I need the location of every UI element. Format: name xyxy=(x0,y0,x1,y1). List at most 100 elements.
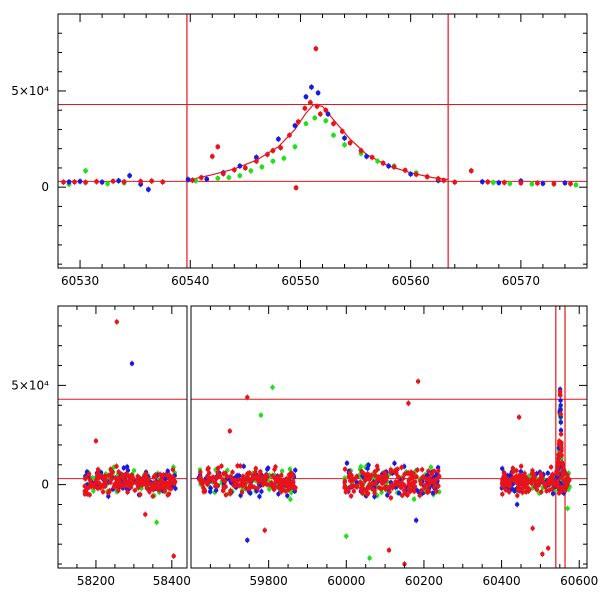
bottom-point xyxy=(366,462,371,468)
bottom-point xyxy=(396,490,402,496)
bottom-point xyxy=(291,479,296,485)
top-point xyxy=(292,123,298,129)
bottom-frame-1 xyxy=(190,305,588,569)
top-point xyxy=(358,148,364,154)
top-point xyxy=(190,177,195,183)
top-point xyxy=(105,181,110,187)
bottom-point xyxy=(273,464,278,470)
bottom-point xyxy=(83,476,88,481)
bottom-point xyxy=(367,555,372,561)
bottom-point xyxy=(288,497,293,502)
bottom-point xyxy=(556,456,561,461)
bottom-point xyxy=(418,478,423,483)
bottom-point xyxy=(545,470,551,476)
bottom-point xyxy=(351,489,357,494)
bottom-point xyxy=(558,398,563,403)
bottom-point xyxy=(172,481,177,487)
bottom-point xyxy=(411,471,416,476)
bottom-point xyxy=(418,481,424,487)
bottom-point xyxy=(241,481,246,487)
bottom-point xyxy=(123,478,128,483)
bottom-point xyxy=(236,483,242,488)
top-point xyxy=(413,172,419,177)
bottom-point xyxy=(383,478,388,484)
bottom-point xyxy=(375,477,380,482)
bottom-point xyxy=(565,474,570,480)
top-point xyxy=(278,145,284,151)
top-x-tick-label: 60570 xyxy=(502,274,540,288)
bottom-point xyxy=(414,474,419,479)
bottom-point xyxy=(235,478,241,483)
bottom-point xyxy=(253,475,258,480)
top-point xyxy=(479,179,485,185)
bottom-point xyxy=(522,471,527,476)
top-point xyxy=(402,167,408,173)
bottom-point xyxy=(406,486,411,492)
bottom-point xyxy=(125,489,130,495)
bottom-point xyxy=(223,492,229,498)
bottom-point xyxy=(166,491,172,496)
bottom-point xyxy=(157,479,162,484)
bottom-point xyxy=(346,474,352,479)
bottom-point xyxy=(93,438,99,444)
bottom-point xyxy=(365,491,371,496)
top-point xyxy=(303,121,309,127)
bottom-point xyxy=(556,452,562,457)
bottom-point xyxy=(559,460,565,465)
bottom-point xyxy=(529,476,535,482)
bottom-point xyxy=(396,474,401,480)
bottom-point xyxy=(164,473,169,478)
top-point xyxy=(314,103,320,109)
bottom-point xyxy=(170,467,176,472)
bottom-point xyxy=(128,475,134,480)
bottom-point xyxy=(223,471,228,476)
top-point xyxy=(507,181,513,186)
top-point xyxy=(231,167,237,173)
bottom-point xyxy=(206,466,211,471)
bottom-point xyxy=(102,484,108,489)
bottom-point xyxy=(378,477,383,483)
top-point xyxy=(307,100,313,105)
bottom-point xyxy=(415,467,420,473)
bottom-point xyxy=(220,488,226,493)
bottom-point xyxy=(106,494,111,499)
bottom-point xyxy=(426,478,431,483)
bottom-point xyxy=(514,468,519,473)
bottom-point xyxy=(146,477,151,482)
bottom-point xyxy=(415,379,421,384)
top-point xyxy=(391,164,397,170)
bottom-point xyxy=(112,482,117,487)
bottom-point xyxy=(364,476,369,481)
bottom-point xyxy=(514,502,520,507)
bottom-point xyxy=(136,485,141,490)
top-point xyxy=(226,175,232,180)
top-point xyxy=(185,177,191,182)
bottom-point xyxy=(235,463,240,469)
bottom-point xyxy=(394,482,400,487)
bottom-point xyxy=(436,468,441,474)
bottom-point xyxy=(260,482,266,487)
top-point xyxy=(83,168,88,174)
bottom-point xyxy=(555,480,560,486)
bottom-point xyxy=(430,490,436,496)
top-point xyxy=(529,181,535,187)
top-point xyxy=(276,136,281,142)
bottom-point xyxy=(399,480,404,486)
bottom-point xyxy=(279,472,284,478)
bottom-point xyxy=(147,489,152,494)
bottom-point xyxy=(247,486,252,491)
bottom-point xyxy=(522,479,528,484)
bottom-point xyxy=(388,469,394,475)
top-point xyxy=(292,144,298,150)
top-x-tick-label: 60550 xyxy=(281,274,319,288)
top-point xyxy=(287,132,292,138)
bottom-panel: 58200 58400 59800 60000 60200 60400 60600 5×10⁴… xyxy=(11,305,598,588)
bottom-point xyxy=(428,465,434,470)
bottom-point xyxy=(253,469,258,475)
top-point xyxy=(342,142,347,148)
bottom-point xyxy=(559,487,565,493)
bottom-point xyxy=(350,476,355,481)
bottom-point xyxy=(405,492,410,498)
bottom-frame-0 xyxy=(57,305,188,569)
bottom-point xyxy=(383,486,388,491)
